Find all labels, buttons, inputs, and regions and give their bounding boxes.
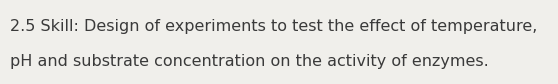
Text: 2.5 Skill: Design of experiments to test the effect of temperature,: 2.5 Skill: Design of experiments to test… <box>10 19 537 34</box>
Text: pH and substrate concentration on the activity of enzymes.: pH and substrate concentration on the ac… <box>10 54 489 69</box>
